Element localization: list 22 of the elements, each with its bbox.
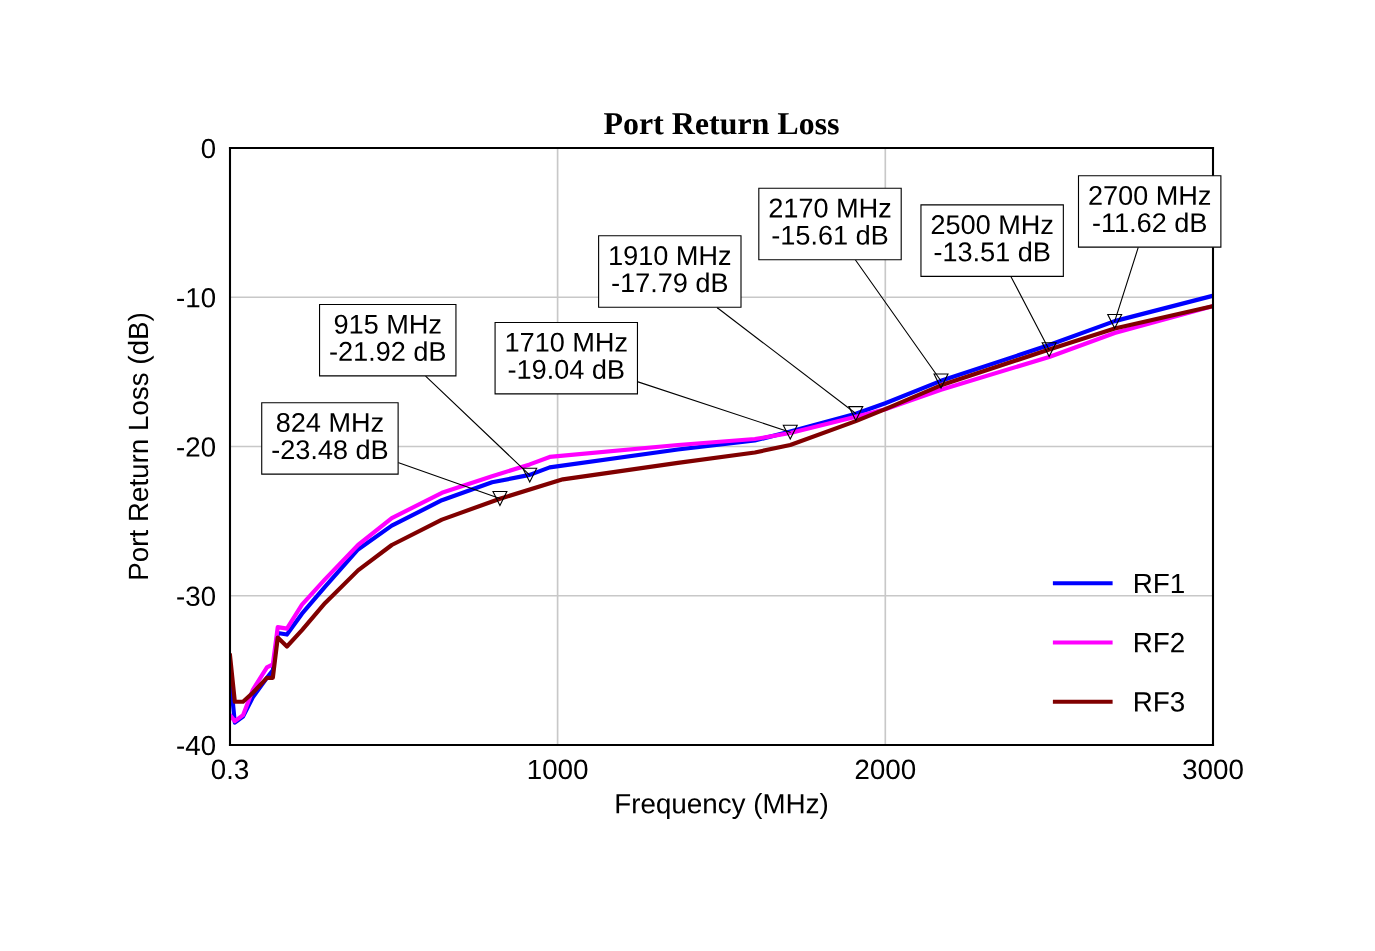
x-tick-label: 2000 — [855, 759, 916, 780]
annotation: 915 MHz -21.92 dB — [330, 314, 446, 362]
x-tick-label: 1000 — [528, 759, 588, 780]
y-tick-label: 0 — [201, 138, 216, 159]
annotation: 2700 MHz -11.62 dB — [1089, 185, 1211, 233]
chart-title: Port Return Loss — [604, 113, 839, 135]
y-tick-label: -10 — [177, 287, 216, 308]
y-axis-title: Port Return Loss (dB) — [127, 313, 154, 579]
annotation: 824 MHz -23.48 dB — [272, 412, 388, 460]
legend-label: RF3 — [1135, 692, 1184, 712]
annotation: 1710 MHz -19.04 dB — [506, 332, 627, 380]
x-axis-title: Frequency (MHz) — [616, 793, 828, 820]
y-tick-label: -40 — [177, 735, 216, 756]
x-tick-label: 3000 — [1183, 759, 1243, 780]
legend-label: RF1 — [1135, 573, 1184, 593]
legend-label: RF2 — [1135, 632, 1184, 653]
annotation: 2170 MHz -15.61 dB — [769, 198, 891, 245]
annotation: 1910 MHz -17.79 dB — [610, 246, 731, 293]
annotation: 2500 MHz -13.51 dB — [931, 215, 1053, 262]
y-tick-label: -20 — [177, 437, 216, 457]
x-tick-label: 0.3 — [211, 759, 249, 780]
y-tick-label: -30 — [177, 586, 216, 607]
